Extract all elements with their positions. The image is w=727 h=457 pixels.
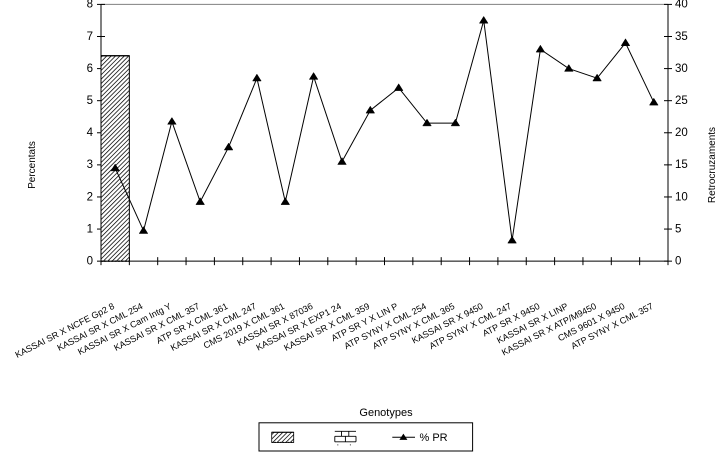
svg-text:5: 5 bbox=[87, 95, 93, 107]
svg-text:Genotypes: Genotypes bbox=[359, 407, 413, 419]
svg-text:7: 7 bbox=[87, 31, 93, 43]
svg-text:30: 30 bbox=[675, 63, 688, 75]
svg-text:0: 0 bbox=[675, 255, 681, 267]
svg-text:% PR: % PR bbox=[420, 432, 448, 444]
svg-text:10: 10 bbox=[675, 191, 688, 203]
svg-text:5: 5 bbox=[675, 223, 681, 235]
svg-text:1: 1 bbox=[87, 223, 93, 235]
svg-text:35: 35 bbox=[675, 31, 688, 43]
svg-text:15: 15 bbox=[675, 159, 688, 171]
svg-text:0: 0 bbox=[87, 255, 93, 267]
svg-text:4: 4 bbox=[87, 127, 94, 139]
svg-text:2: 2 bbox=[87, 191, 93, 203]
svg-text:8: 8 bbox=[87, 0, 93, 11]
svg-text:25: 25 bbox=[675, 95, 688, 107]
svg-text:6: 6 bbox=[87, 63, 93, 75]
svg-text:Retrocruzaments: Retrocruzaments bbox=[707, 127, 718, 203]
svg-text:40: 40 bbox=[675, 0, 688, 11]
svg-text:20: 20 bbox=[675, 127, 688, 139]
svg-text:Percentats: Percentats bbox=[27, 141, 38, 189]
svg-text:3: 3 bbox=[87, 159, 93, 171]
